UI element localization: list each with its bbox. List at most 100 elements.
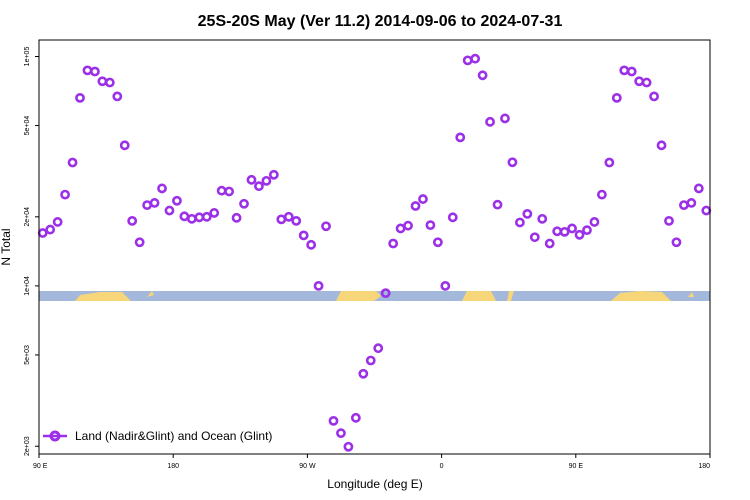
x-tick-label: 90 E [33, 463, 48, 470]
data-point [537, 213, 548, 224]
data-point [201, 211, 212, 222]
data-point [254, 181, 264, 192]
data-point [686, 198, 697, 208]
data-point [224, 186, 235, 197]
data-point [462, 55, 473, 66]
data-point [97, 76, 108, 87]
x-axis-label: Longitude (deg E) [327, 477, 422, 491]
data-point [261, 175, 272, 186]
data-point [134, 237, 145, 248]
data-point [119, 140, 130, 151]
data-point [127, 216, 138, 226]
data-point [45, 224, 56, 235]
land-shape [462, 291, 496, 301]
data-point [350, 412, 361, 423]
data-point [283, 211, 294, 222]
y-tick-label: 5e+03 [24, 345, 31, 365]
chart-title: 25S-20S May (Ver 11.2) 2014-09-06 to 202… [198, 13, 563, 30]
data-point [485, 116, 495, 127]
data-point [671, 237, 682, 248]
legend-marker [49, 430, 61, 442]
data-point [246, 174, 257, 185]
data-point [172, 195, 182, 206]
x-tick-label: 180 [167, 463, 179, 470]
data-points [37, 53, 712, 452]
data-point [328, 415, 339, 426]
data-point [567, 223, 577, 234]
data-point [604, 157, 615, 168]
data-point [626, 66, 637, 77]
data-point [104, 77, 115, 88]
land-ocean-strip [39, 291, 710, 301]
data-point [60, 189, 70, 200]
data-point [544, 238, 555, 249]
x-axis: 90 E 180 90 W 0 90 E 180 [33, 454, 711, 470]
data-point [507, 157, 518, 168]
data-point [75, 92, 85, 103]
x-tick-label: 180 [698, 463, 710, 470]
data-point [179, 211, 190, 222]
data-point [186, 213, 197, 224]
data-point [298, 230, 309, 241]
data-point [306, 239, 317, 250]
x-tick-label: 90 W [299, 463, 316, 470]
data-point [403, 220, 413, 231]
data-point [112, 91, 123, 102]
data-point [90, 66, 100, 77]
plot-frame [38, 39, 711, 455]
data-point [470, 53, 481, 64]
land-shape [611, 291, 671, 301]
data-point [37, 228, 48, 238]
data-point [82, 65, 93, 76]
data-point [701, 205, 712, 216]
data-point [239, 198, 249, 209]
data-point [529, 232, 540, 243]
data-point [67, 157, 78, 168]
data-point [373, 343, 384, 354]
land-shape [688, 292, 694, 297]
data-point [649, 91, 659, 102]
legend-label: Land (Nadir&Glint) and Ocean (Glint) [75, 429, 272, 443]
data-point [388, 238, 399, 249]
data-point [418, 194, 428, 204]
x-tick-label: 0 [440, 463, 444, 470]
data-point [410, 201, 421, 211]
data-point [343, 441, 354, 452]
data-point [596, 189, 607, 200]
data-point [209, 208, 220, 218]
data-point [641, 77, 652, 88]
data-point [432, 237, 443, 248]
data-point [492, 199, 503, 210]
data-point [380, 288, 391, 299]
data-point [634, 76, 645, 87]
data-point [216, 185, 227, 196]
data-point [656, 140, 667, 151]
data-point [552, 226, 563, 237]
data-point [194, 212, 205, 223]
y-axis-label: N Total [0, 228, 13, 265]
land-shape [75, 292, 131, 301]
data-point [664, 216, 674, 226]
y-tick-label: 1e+04 [24, 276, 31, 296]
data-point [276, 214, 287, 225]
data-point [500, 113, 510, 124]
data-point [455, 132, 466, 143]
land-shape [147, 291, 154, 297]
land-shape [336, 291, 381, 301]
data-point [321, 221, 331, 232]
data-point [149, 198, 160, 208]
y-tick-label: 2e+03 [24, 436, 31, 456]
data-point [268, 169, 279, 180]
data-point [611, 92, 622, 103]
data-point [142, 200, 153, 210]
legend: Land (Nadir&Glint) and Ocean (Glint) [43, 429, 272, 443]
data-point [589, 217, 600, 227]
land-shape [507, 291, 514, 301]
data-point [313, 280, 324, 291]
data-point [425, 220, 436, 231]
data-point [231, 212, 242, 223]
data-point [693, 183, 704, 194]
data-point [477, 70, 488, 81]
data-point [52, 217, 63, 227]
